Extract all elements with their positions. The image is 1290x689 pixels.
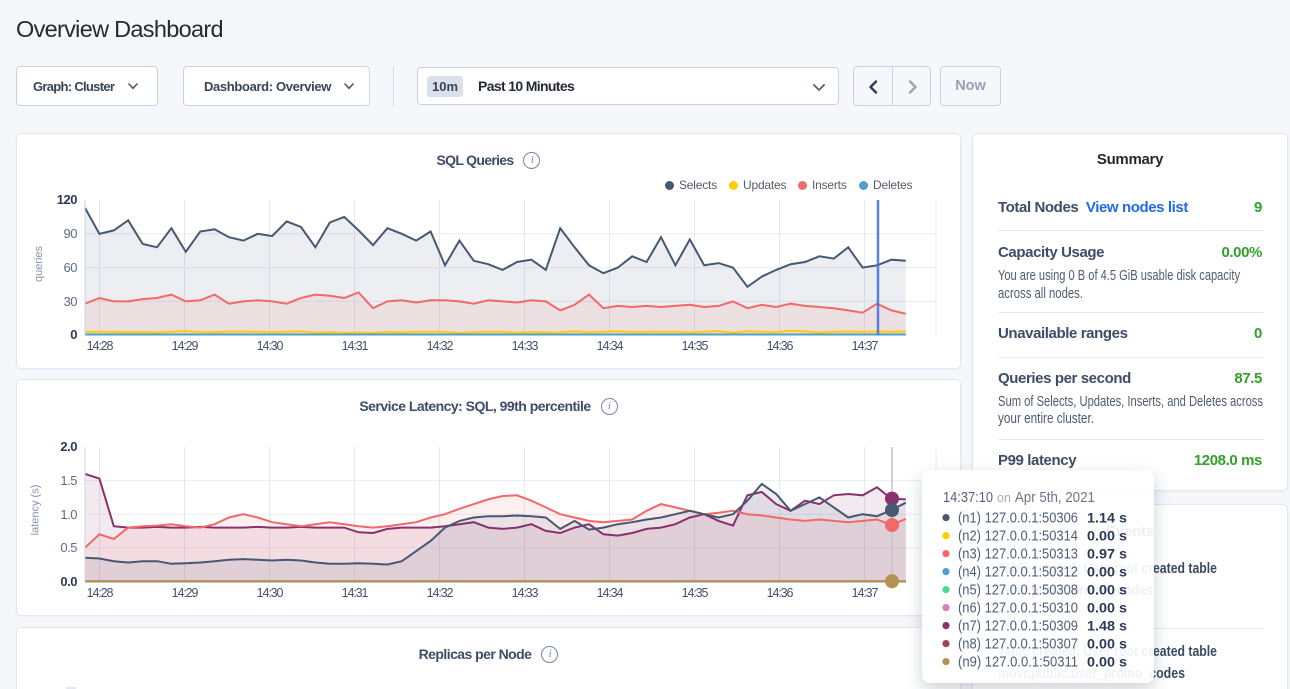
svg-text:0.00 s: 0.00 s bbox=[1087, 528, 1127, 544]
svg-text:across all nodes.: across all nodes. bbox=[998, 286, 1083, 302]
svg-text:(n1) 127.0.0.1:50306: (n1) 127.0.0.1:50306 bbox=[958, 511, 1078, 527]
svg-text:0.00 s: 0.00 s bbox=[1087, 582, 1127, 598]
svg-text:(n2) 127.0.0.1:50314: (n2) 127.0.0.1:50314 bbox=[958, 529, 1078, 545]
svg-text:(n8) 127.0.0.1:50307: (n8) 127.0.0.1:50307 bbox=[958, 637, 1078, 653]
svg-text:0.00 s: 0.00 s bbox=[1087, 654, 1127, 670]
svg-text:1.48 s: 1.48 s bbox=[1087, 618, 1127, 634]
svg-text:0.00 s: 0.00 s bbox=[1087, 636, 1127, 652]
svg-text:your entire cluster.: your entire cluster. bbox=[998, 411, 1094, 427]
svg-text:(n9) 127.0.0.1:50311: (n9) 127.0.0.1:50311 bbox=[958, 655, 1078, 671]
svg-text:(n3) 127.0.0.1:50313: (n3) 127.0.0.1:50313 bbox=[958, 547, 1078, 563]
svg-text:You are using 0 B of 4.5 GiB u: You are using 0 B of 4.5 GiB usable disk… bbox=[998, 268, 1241, 284]
svg-text:(n6) 127.0.0.1:50310: (n6) 127.0.0.1:50310 bbox=[958, 601, 1078, 617]
svg-text:1.14 s: 1.14 s bbox=[1087, 510, 1127, 526]
svg-text:Sum of Selects, Updates, Inser: Sum of Selects, Updates, Inserts, and De… bbox=[998, 394, 1263, 410]
svg-text:0.00 s: 0.00 s bbox=[1087, 564, 1127, 580]
svg-text:(n7) 127.0.0.1:50309: (n7) 127.0.0.1:50309 bbox=[958, 619, 1078, 635]
svg-text:(n4) 127.0.0.1:50312: (n4) 127.0.0.1:50312 bbox=[958, 565, 1078, 581]
svg-text:0.97 s: 0.97 s bbox=[1087, 546, 1127, 562]
svg-text:0.00 s: 0.00 s bbox=[1087, 600, 1127, 616]
svg-text:(n5) 127.0.0.1:50308: (n5) 127.0.0.1:50308 bbox=[958, 583, 1078, 599]
